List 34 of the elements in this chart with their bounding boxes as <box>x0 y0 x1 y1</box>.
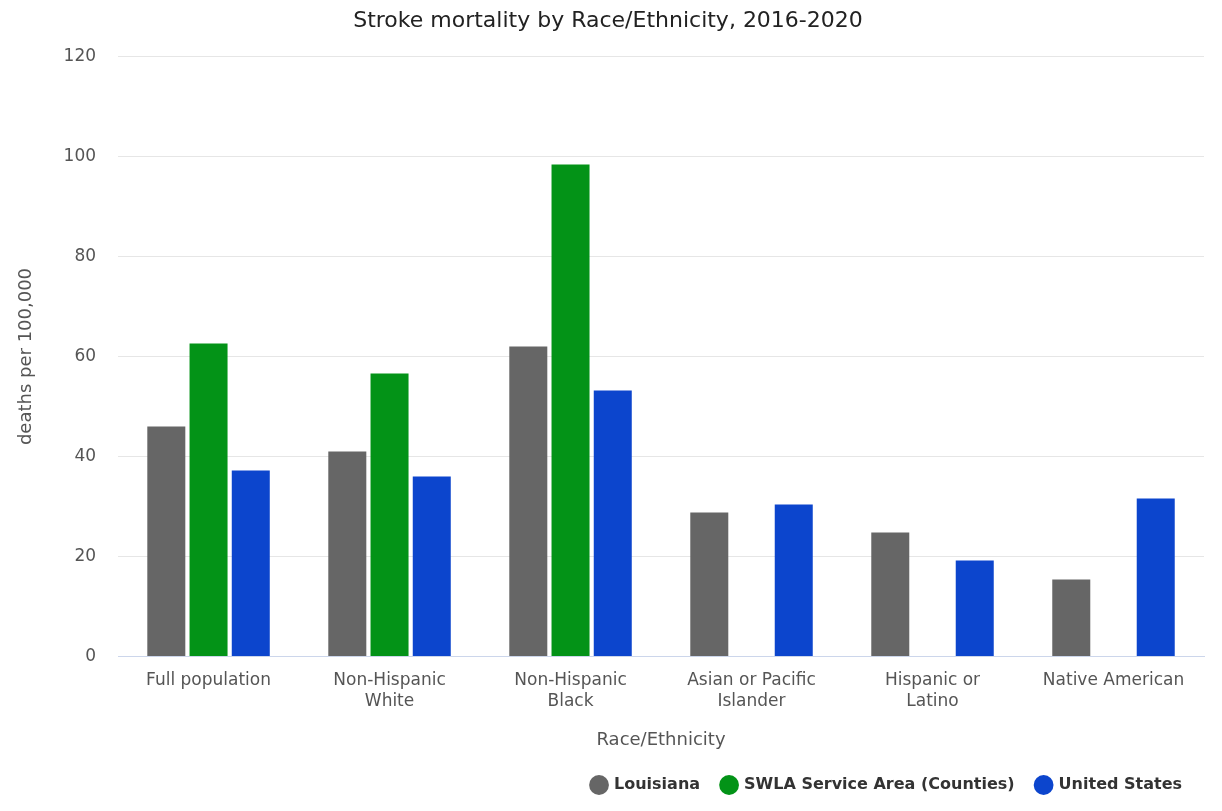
bar <box>231 470 270 657</box>
x-axis-title: Race/Ethnicity <box>596 727 726 749</box>
bar <box>871 532 910 657</box>
y-tick-label: 100 <box>63 144 97 165</box>
bar <box>551 164 590 657</box>
x-tick-label: Hispanic or Latino <box>884 669 981 710</box>
bar <box>370 373 409 657</box>
legend-label: Louisiana <box>614 774 701 794</box>
bar <box>774 504 813 657</box>
y-tick-label: 40 <box>74 444 97 465</box>
y-axis-title: deaths per 100,000 <box>14 267 36 446</box>
x-tick-label: Native American <box>1042 669 1185 690</box>
bar <box>1136 498 1175 657</box>
bar <box>328 451 367 657</box>
x-tick-label: Asian or Pacific Islander <box>687 669 816 710</box>
x-tick-label: Non-Hispanic Black <box>514 669 627 710</box>
bar <box>412 476 451 657</box>
y-tick-label: 120 <box>63 44 97 65</box>
x-tick-label: Full population <box>146 669 272 690</box>
legend-label: United States <box>1058 774 1183 794</box>
chart-title: Stroke mortality by Race/Ethnicity, 2016-2020 <box>353 6 863 32</box>
legend-label: SWLA Service Area (Counties) <box>744 774 1015 794</box>
bar <box>509 346 548 657</box>
bar <box>690 512 729 657</box>
bar <box>593 390 632 657</box>
y-tick-label: 0 <box>85 645 97 666</box>
x-tick-label: Non-Hispanic White <box>333 669 446 710</box>
bar <box>1052 579 1091 657</box>
y-tick-label: 20 <box>74 544 97 565</box>
bar <box>955 560 994 657</box>
bar <box>147 426 186 657</box>
bar <box>189 343 228 657</box>
y-tick-label: 80 <box>74 244 97 265</box>
y-tick-label: 60 <box>74 344 97 365</box>
